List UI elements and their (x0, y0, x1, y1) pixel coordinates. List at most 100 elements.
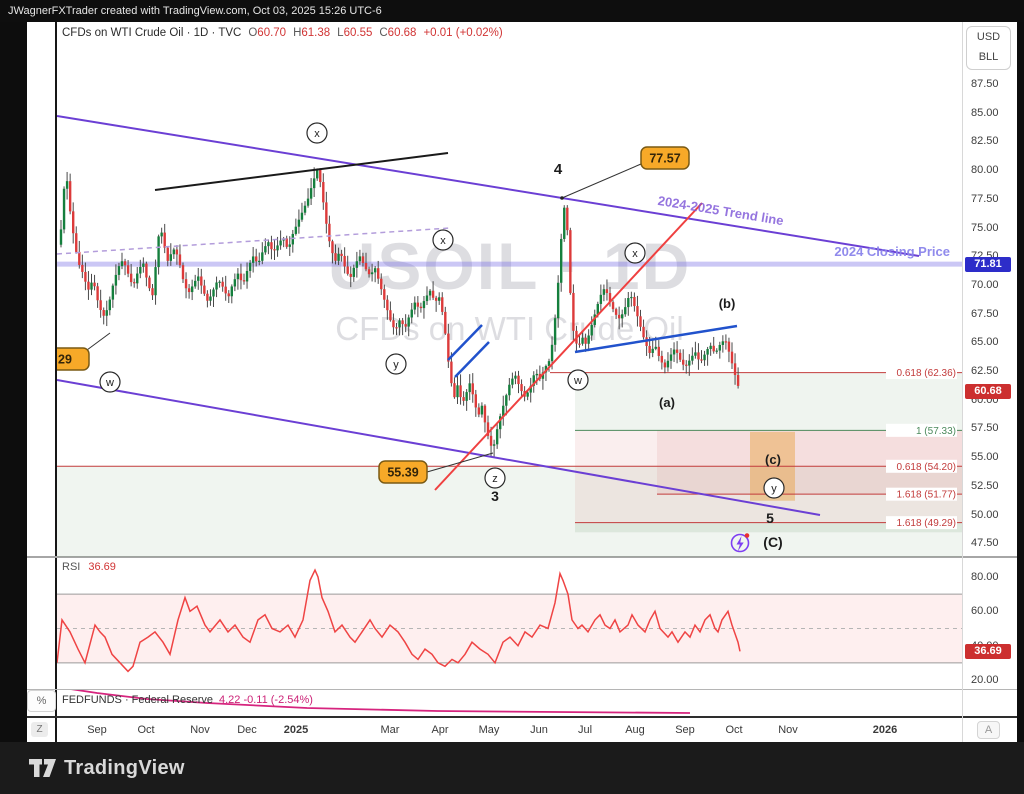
currency-label: USD (976, 31, 1001, 43)
pane-separator-fedfunds[interactable] (27, 689, 1017, 690)
wave-label[interactable]: (a) (659, 395, 675, 410)
rsi-axis-tick: 20.00 (971, 674, 999, 686)
watermark-symbol: USOIL · 1D (327, 229, 692, 303)
pointer-55-39[interactable] (426, 452, 494, 473)
ohlc-value: 61.38 (301, 27, 331, 39)
impulse-red-line[interactable] (434, 202, 703, 491)
time-axis-label[interactable]: 2025 (283, 724, 309, 736)
time-axis-label[interactable]: Apr (431, 724, 449, 736)
trendline-text[interactable]: 2024 Closing Price (834, 244, 950, 259)
fib-label-bg (886, 516, 957, 530)
time-axis-label[interactable]: Jul (577, 724, 593, 736)
blue-segment-1[interactable] (447, 324, 483, 361)
time-axis-label[interactable]: Sep (675, 724, 695, 736)
time-axis-label[interactable]: May (478, 724, 500, 736)
price-flag-badge[interactable] (640, 146, 690, 170)
rsi-value: 36.69 (88, 561, 116, 573)
fib-zone (575, 430, 962, 523)
pointer-29[interactable] (86, 332, 111, 351)
trendline-2024-2025[interactable] (57, 115, 920, 257)
price-axis-tick: 67.50 (971, 307, 999, 320)
rsi-legend[interactable]: RSI 36.69 (62, 561, 116, 573)
wave-label[interactable]: (C) (763, 534, 782, 550)
z-button[interactable]: Z (31, 722, 48, 737)
price-flag-text: 29 (58, 353, 72, 367)
rsi-chart-canvas[interactable] (57, 557, 962, 690)
time-axis-label[interactable]: Oct (137, 724, 155, 736)
wave-label[interactable]: (c) (765, 452, 781, 467)
wave-circle-letter: x (632, 248, 638, 260)
price-axis-tick: 85.00 (971, 106, 999, 119)
wave-label[interactable]: 5 (766, 510, 774, 526)
lightning-idea-icon[interactable] (730, 533, 750, 553)
closing-price-label: 71.81 (965, 256, 1011, 272)
rsi-axis-tick: 80.00 (971, 571, 999, 583)
time-axis-label[interactable]: Aug (625, 724, 645, 736)
fib-label-bg (886, 423, 957, 437)
price-axis-tick: 47.50 (971, 537, 999, 550)
fib-zone (57, 466, 962, 557)
price-axis-tick: 52.50 (971, 479, 999, 492)
price-axis-tick: 75.00 (971, 221, 999, 234)
pane-separator-rsi[interactable] (27, 556, 1017, 558)
fedfunds-legend[interactable]: FEDFUNDS · Federal Reserve 4.22 -0.11 (-2… (62, 694, 313, 706)
time-axis-label[interactable]: Nov (190, 724, 210, 736)
fib-level-label: 1.618 (51.77) (897, 490, 957, 501)
price-axis-tick: 87.50 (971, 78, 999, 90)
time-axis-label[interactable]: Nov (778, 724, 798, 736)
wave-circle-letter: w (573, 375, 582, 387)
wave-label[interactable]: 4 (554, 161, 563, 178)
symbol-legend[interactable]: CFDs on WTI Crude Oil · 1D · TVC O60.70 H6… (62, 27, 503, 39)
time-axis-label[interactable]: Sep (87, 724, 107, 736)
ohlc-value: 60.68 (387, 27, 417, 39)
anchor-point (560, 196, 564, 200)
percent-scale-button[interactable]: % (27, 690, 56, 712)
price-flag-badge[interactable] (378, 460, 428, 484)
time-axis-label[interactable]: Dec (237, 724, 257, 736)
price-axis-divider (962, 22, 963, 742)
fib-level-label: 1.618 (49.29) (897, 518, 957, 529)
symbol-title: CFDs on WTI Crude Oil · 1D · TVC (62, 27, 242, 39)
unit-badge: USD BLL (966, 26, 1011, 70)
fib-label-bg (886, 487, 957, 501)
blue-segment-3[interactable] (574, 324, 738, 354)
price-axis-tick: 62.50 (971, 365, 999, 377)
wave-circle[interactable] (484, 467, 506, 489)
pointer-77-57[interactable] (561, 163, 642, 199)
price-chart-canvas[interactable]: 0.618 (62.36) 1 (57.33) 0.618 (54.20) 1.618… (57, 22, 962, 557)
auto-scale-button[interactable]: A (977, 721, 1000, 739)
blue-segment-2[interactable] (454, 341, 490, 378)
rsi-axis-tick: 60.00 (971, 605, 999, 618)
wave-circle[interactable] (763, 477, 785, 499)
time-axis-label[interactable]: Mar (380, 724, 400, 736)
dashed-support-line[interactable] (57, 227, 451, 255)
time-axis-label[interactable]: Oct (725, 724, 743, 736)
ohlc-key: O (248, 27, 258, 39)
price-axis-tick: 82.50 (971, 135, 999, 148)
wave-label[interactable]: 3 (491, 488, 499, 504)
ohlc-key: C (379, 27, 388, 39)
price-axis-tick: 77.50 (971, 192, 999, 205)
fedfunds-line (70, 690, 691, 714)
fib-level-label: 1 (57.33) (916, 426, 956, 437)
price-flag-badge[interactable] (57, 347, 90, 371)
fedfunds-chart-canvas[interactable] (57, 690, 962, 718)
price-axis[interactable]: USD BLL 87.5085.0082.5080.0077.5075.0072… (963, 22, 1017, 742)
ohlc-value: 60.55 (343, 27, 373, 39)
wave-circle[interactable] (99, 371, 121, 393)
wave-label[interactable]: (b) (719, 296, 736, 311)
tradingview-brand-text[interactable]: TradingView (64, 757, 185, 779)
wave-circle[interactable] (567, 369, 589, 391)
wave-circle[interactable] (624, 242, 646, 264)
trendline-lower[interactable] (57, 379, 821, 516)
wave-circle[interactable] (385, 353, 407, 375)
tradingview-logo-icon[interactable] (28, 755, 58, 781)
wave-circle[interactable] (432, 229, 454, 251)
ohlc-value: 60.70 (257, 27, 287, 39)
channel-top-line[interactable] (154, 152, 449, 191)
wave-circle[interactable] (306, 122, 328, 144)
closing-price-band (57, 261, 962, 267)
time-axis-label[interactable]: 2026 (872, 724, 898, 736)
time-axis-label[interactable]: Jun (530, 724, 548, 736)
